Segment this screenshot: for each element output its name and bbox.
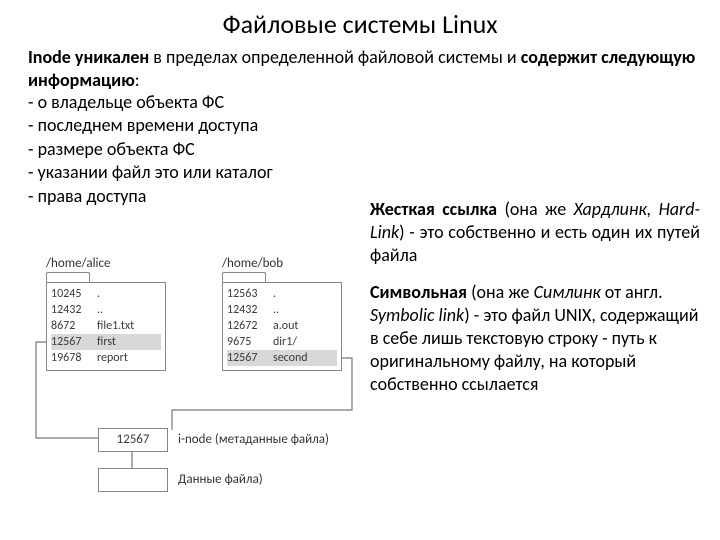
dir-row-highlighted: 12567second: [227, 350, 337, 366]
slide: Файловые системы Linux Inode уникален в …: [0, 0, 720, 540]
intro-bold-1: Inode уникален: [28, 46, 149, 68]
hardlink-text-1: (она же: [497, 198, 574, 220]
bullet-item: - указании файл это или каталог: [28, 161, 698, 184]
inode-num: 10245: [51, 286, 97, 302]
inode-num: 19678: [51, 350, 97, 366]
dir-row: 12672a.out: [227, 318, 337, 334]
dir-row-highlighted: 12567first: [51, 334, 161, 350]
file-name: file1.txt: [97, 318, 134, 334]
symlink-italic-1: Симлинк: [534, 281, 601, 303]
data-label: Данные файла): [178, 472, 263, 487]
hardlink-paragraph: Жесткая ссылка (она же Хардлинк, Hard-Li…: [370, 198, 700, 267]
inode-num: 9675: [227, 334, 273, 350]
directory-label: /home/bob: [222, 256, 342, 271]
dir-row: 12432..: [227, 302, 337, 318]
file-name: second: [273, 350, 308, 366]
inode-num: 12563: [227, 286, 273, 302]
data-box: [98, 468, 168, 492]
dir-row: 9675dir1/: [227, 334, 337, 350]
right-column: Жесткая ссылка (она же Хардлинк, Hard-Li…: [370, 198, 700, 396]
inode-num: 12672: [227, 318, 273, 334]
intro-paragraph: Inode уникален в пределах определенной ф…: [0, 46, 720, 91]
hardlink-text-2: ) - это собственно и есть один их путей …: [370, 221, 700, 266]
dir-row: 12563.: [227, 286, 337, 302]
file-name: dir1/: [273, 334, 297, 350]
dir-row: 10245.: [51, 286, 161, 302]
file-name: report: [97, 350, 128, 366]
file-name: .: [273, 286, 276, 302]
bullet-item: - последнем времени доступа: [28, 114, 698, 137]
file-name: first: [97, 334, 116, 350]
directory-listing: 12563. 12432.. 12672a.out 9675dir1/ 1256…: [222, 282, 342, 371]
dir-row: 12432..: [51, 302, 161, 318]
symlink-italic-2: Symbolic link: [370, 304, 464, 326]
inode-diagram: /home/alice 10245. 12432.. 8672file1.txt…: [32, 260, 362, 520]
file-name: ..: [273, 302, 279, 318]
inode-box: 12567: [98, 428, 168, 452]
file-name: a.out: [273, 318, 298, 334]
intro-text-1: в пределах определенной файловой системы…: [149, 46, 521, 68]
symlink-text-1: (она же: [467, 281, 534, 303]
inode-num: 12432: [227, 302, 273, 318]
dir-row: 8672file1.txt: [51, 318, 161, 334]
page-title: Файловые системы Linux: [0, 0, 720, 46]
hardlink-bold: Жесткая ссылка: [370, 198, 497, 220]
inode-label: i-node (метаданные файла): [178, 432, 329, 447]
inode-num: 12432: [51, 302, 97, 318]
inode-num: 12567: [227, 350, 273, 366]
inode-num: 8672: [51, 318, 97, 334]
directory-listing: 10245. 12432.. 8672file1.txt 12567first …: [46, 282, 166, 371]
bullet-item: - размере объекта ФС: [28, 138, 698, 161]
file-name: .: [97, 286, 100, 302]
intro-text-2: :: [135, 69, 140, 91]
file-name: ..: [97, 302, 103, 318]
symlink-paragraph: Символьная (она же Симлинк от англ. Symb…: [370, 281, 700, 396]
dir-row: 19678report: [51, 350, 161, 366]
bullet-list: - о владельце объекта ФС - последнем вре…: [0, 91, 720, 208]
symlink-bold: Символьная: [370, 281, 467, 303]
symlink-text-2: от англ.: [601, 281, 663, 303]
directory-label: /home/alice: [46, 256, 166, 271]
bullet-item: - о владельце объекта ФС: [28, 91, 698, 114]
inode-num: 12567: [51, 334, 97, 350]
